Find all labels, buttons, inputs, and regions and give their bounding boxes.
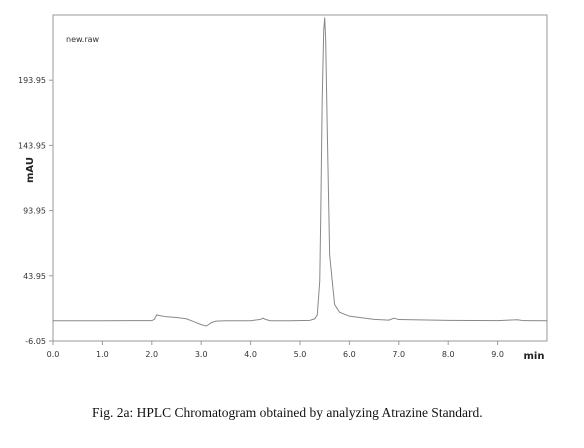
x-tick-label: 6.0 <box>343 350 356 359</box>
x-tick-label: 9.0 <box>491 350 504 359</box>
x-tick-label: 2.0 <box>145 350 158 359</box>
y-tick-label: 193.95 <box>18 76 46 85</box>
x-tick-label: 0.0 <box>47 350 60 359</box>
y-tick-label: 93.95 <box>23 207 46 216</box>
legend-label: new.raw <box>66 35 100 44</box>
x-axis-ticks: 0.0 1.0 2.0 3.0 4.0 5.0 6.0 7.0 8.0 9.0 <box>47 341 504 359</box>
x-tick-label: 5.0 <box>294 350 307 359</box>
chromatogram-chart: 0.0 1.0 2.0 3.0 4.0 5.0 6.0 7.0 8.0 9.0 -6.05 43.9… <box>18 14 548 362</box>
y-axis-ticks: -6.05 43.95 93.95 143.95 193.95 <box>18 76 53 346</box>
chromatogram-trace <box>53 17 548 327</box>
x-tick-label: 3.0 <box>195 350 208 359</box>
y-tick-label: 143.95 <box>18 141 46 150</box>
x-tick-label: 8.0 <box>442 350 455 359</box>
x-tick-label: 1.0 <box>96 350 109 359</box>
x-tick-label: 7.0 <box>392 350 405 359</box>
figure-caption: Fig. 2a: HPLC Chromatogram obtained by a… <box>92 405 483 420</box>
y-axis-label: mAU <box>25 157 36 183</box>
y-tick-label: -6.05 <box>25 337 46 346</box>
y-tick-label: 43.95 <box>23 272 46 281</box>
plot-frame <box>52 14 548 342</box>
x-axis-label: min <box>524 351 545 362</box>
x-tick-label: 4.0 <box>244 350 257 359</box>
